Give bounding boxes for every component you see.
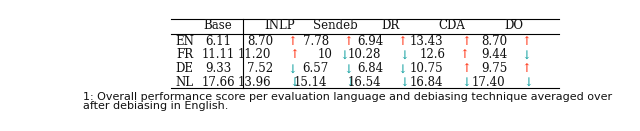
Text: 11.11: 11.11: [202, 48, 235, 61]
Text: 7.52: 7.52: [247, 62, 273, 75]
Text: ↑: ↑: [344, 35, 353, 48]
Text: ↑: ↑: [522, 62, 531, 75]
Text: 9.75: 9.75: [481, 62, 507, 75]
Text: DE: DE: [175, 62, 194, 75]
Text: 6.84: 6.84: [357, 62, 383, 75]
Text: 11.20: 11.20: [238, 48, 271, 61]
Text: DR: DR: [381, 19, 399, 32]
Text: ↓: ↓: [397, 62, 408, 75]
Text: 8.70: 8.70: [247, 35, 273, 48]
Text: ↑: ↑: [289, 48, 299, 61]
Text: 10.75: 10.75: [410, 62, 444, 75]
Text: 10.28: 10.28: [348, 48, 381, 61]
Text: 15.14: 15.14: [294, 76, 327, 89]
Text: NL: NL: [175, 76, 194, 89]
Text: 12.6: 12.6: [419, 48, 445, 61]
Text: ↓: ↓: [399, 48, 409, 61]
Text: 13.96: 13.96: [238, 76, 271, 89]
Text: 1: Overall performance score per evaluation language and debiasing technique ave: 1: Overall performance score per evaluat…: [83, 92, 612, 102]
Text: EN: EN: [175, 35, 194, 48]
Text: ↓: ↓: [340, 48, 350, 61]
Text: CDA: CDA: [438, 19, 465, 32]
Text: ↓: ↓: [399, 76, 409, 89]
Text: 17.66: 17.66: [201, 76, 235, 89]
Text: 7.78: 7.78: [303, 35, 329, 48]
Text: 10: 10: [317, 48, 332, 61]
Text: 17.40: 17.40: [472, 76, 506, 89]
Text: ↓: ↓: [289, 76, 299, 89]
Text: FR: FR: [176, 48, 193, 61]
Text: 13.43: 13.43: [410, 35, 444, 48]
Text: ↑: ↑: [397, 35, 408, 48]
Text: ↑: ↑: [461, 35, 471, 48]
Text: 8.70: 8.70: [481, 35, 507, 48]
Text: ↓: ↓: [522, 48, 531, 61]
Text: Sendeb: Sendeb: [314, 19, 358, 32]
Text: ↓: ↓: [524, 76, 533, 89]
Text: ↓: ↓: [344, 62, 353, 75]
Text: after debiasing in English.: after debiasing in English.: [83, 101, 228, 111]
Text: ↓: ↓: [287, 62, 298, 75]
Text: ↑: ↑: [461, 62, 471, 75]
Text: 6.57: 6.57: [303, 62, 329, 75]
Text: DO: DO: [504, 19, 524, 32]
Text: ↓: ↓: [345, 76, 355, 89]
Text: ↑: ↑: [460, 48, 470, 61]
Text: 9.44: 9.44: [481, 48, 507, 61]
Text: ↑: ↑: [287, 35, 298, 48]
Text: INLP: INLP: [264, 19, 295, 32]
Text: 6.11: 6.11: [205, 35, 231, 48]
Text: 16.54: 16.54: [348, 76, 381, 89]
Text: ↓: ↓: [461, 76, 471, 89]
Text: ↑: ↑: [522, 35, 531, 48]
Text: 16.84: 16.84: [410, 76, 444, 89]
Text: 9.33: 9.33: [205, 62, 231, 75]
Text: 6.94: 6.94: [357, 35, 383, 48]
Text: Base: Base: [204, 19, 232, 32]
